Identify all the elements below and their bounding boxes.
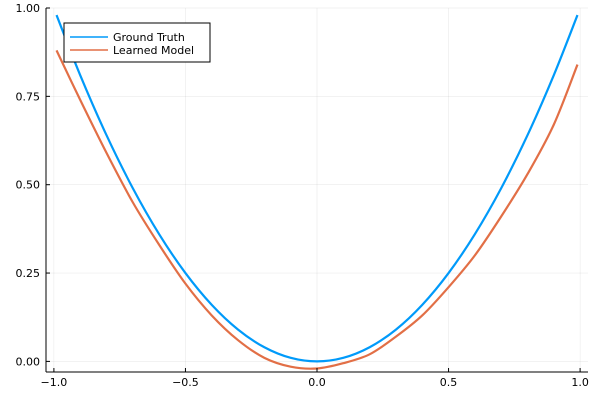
y-tick-label: 1.00 [16,2,41,15]
x-tick-label: −0.5 [172,376,199,389]
y-tick-label: 0.50 [16,179,41,192]
series-line-ground-truth [55,14,579,363]
y-tick-label: 0.75 [16,90,41,103]
x-tick-label: 0.5 [440,376,458,389]
y-tick-label: 0.25 [16,267,41,280]
legend-label-ground-truth: Ground Truth [113,31,185,44]
x-tick-label: −1.0 [41,376,68,389]
y-tick-label: 0.00 [16,355,41,368]
axis-ticks: −1.0 −0.5 0.0 0.5 1.0 0.00 0.25 0.50 0.75 1.00 [16,2,589,389]
legend-label-learned-model: Learned Model [113,44,194,57]
x-tick-label: 1.0 [571,376,589,389]
legend-box [63,22,211,63]
legend: Ground Truth Learned Model [63,22,211,63]
x-tick-label: 0.0 [308,376,326,389]
